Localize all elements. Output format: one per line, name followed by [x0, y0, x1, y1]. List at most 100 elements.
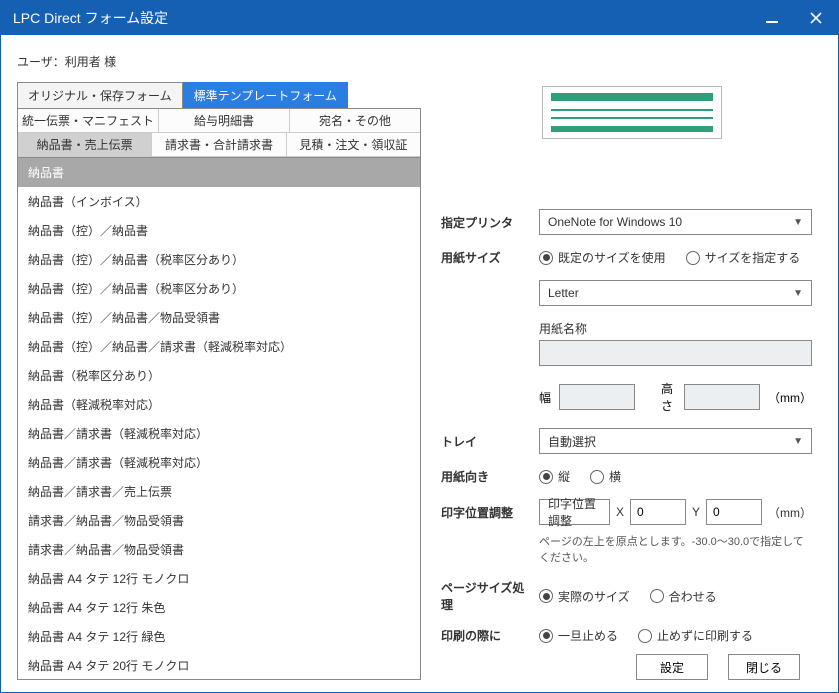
minimize-button[interactable]: [750, 1, 794, 35]
close-button[interactable]: [794, 1, 838, 35]
chevron-down-icon: ▼: [793, 436, 803, 447]
paper-select-value: Letter: [548, 286, 579, 300]
paper-size-mode-option-label: 既定のサイズを使用: [558, 249, 666, 266]
list-item[interactable]: 請求書／納品書／物品受領書: [18, 535, 420, 564]
list-item[interactable]: 納品書（控）／納品書: [18, 216, 420, 245]
paper-size-mode-group: 既定のサイズを使用 サイズを指定する: [539, 249, 812, 266]
unit-mm: （mm）: [768, 389, 812, 406]
radio-icon: [539, 589, 553, 603]
list-item[interactable]: 納品書（控）／納品書（税率区分あり）: [18, 274, 420, 303]
window-title: LPC Direct フォーム設定: [13, 8, 750, 28]
tray-label: トレイ: [441, 433, 529, 450]
settings-fields: 指定プリンタ OneNote for Windows 10 ▼ 用紙サイズ 既定…: [441, 209, 822, 644]
content-area: ユーザ：利用者 様 オリジナル・保存フォーム標準テンプレートフォーム 統一伝票・…: [1, 35, 838, 692]
list-item[interactable]: 納品書 A4 タテ 20行 モノクロ: [18, 651, 420, 680]
y-label: Y: [692, 505, 700, 519]
print-adjust-row: 印字位置調整 印字位置調整 X Y （mm）: [441, 499, 812, 525]
list-item[interactable]: 納品書: [18, 158, 420, 187]
user-label: ユーザ：利用者 様: [17, 53, 822, 70]
list-item[interactable]: 納品書（控）／納品書／物品受領書: [18, 303, 420, 332]
paper-size-row: 用紙サイズ 既定のサイズを使用 サイズを指定する: [441, 249, 812, 266]
page-size-label: ページサイズ処理: [441, 579, 529, 613]
radio-icon: [650, 589, 664, 603]
paper-name-label: 用紙名称: [539, 320, 812, 337]
tray-value: 自動選択: [548, 433, 596, 450]
orientation-label: 用紙向き: [441, 468, 529, 485]
tray-row: トレイ 自動選択 ▼: [441, 428, 812, 454]
page-size-option-label: 合わせる: [669, 588, 717, 605]
page-size-option[interactable]: 実際のサイズ: [539, 588, 630, 605]
page-size-option-label: 実際のサイズ: [558, 588, 630, 605]
print-adjust-button[interactable]: 印字位置調整: [539, 499, 610, 525]
main-tabs: オリジナル・保存フォーム標準テンプレートフォーム: [17, 82, 421, 108]
xy-unit: （mm）: [768, 504, 812, 521]
sub-tabs: 統一伝票・マニフェスト給与明細書宛名・その他納品書・売上伝票請求書・合計請求書見…: [17, 108, 421, 157]
list-item[interactable]: 請求書／納品書／物品受領書: [18, 506, 420, 535]
orientation-option-label: 縦: [558, 468, 570, 485]
width-input[interactable]: [559, 384, 635, 410]
printer-label: 指定プリンタ: [441, 214, 529, 231]
paper-size-mode-option[interactable]: 既定のサイズを使用: [539, 249, 666, 266]
orientation-option-label: 横: [609, 468, 621, 485]
chevron-down-icon: ▼: [793, 217, 803, 228]
list-item[interactable]: 納品書／請求書（軽減税率対応）: [18, 419, 420, 448]
page-size-group: 実際のサイズ 合わせる: [539, 588, 812, 605]
tray-select[interactable]: 自動選択 ▼: [539, 428, 812, 454]
radio-icon: [590, 470, 604, 484]
right-column: 指定プリンタ OneNote for Windows 10 ▼ 用紙サイズ 既定…: [441, 82, 822, 680]
close-icon: [810, 12, 822, 24]
sub-tab[interactable]: 宛名・その他: [290, 109, 420, 133]
height-input[interactable]: [684, 384, 760, 410]
apply-button[interactable]: 設定: [636, 654, 708, 680]
paper-select[interactable]: Letter ▼: [539, 280, 812, 306]
main-tab[interactable]: 標準テンプレートフォーム: [183, 82, 348, 108]
on-print-option[interactable]: 一旦止める: [539, 627, 618, 644]
paper-size-mode-option[interactable]: サイズを指定する: [686, 249, 801, 266]
x-input[interactable]: [630, 499, 686, 525]
page-size-row: ページサイズ処理 実際のサイズ 合わせる: [441, 579, 812, 613]
printer-value: OneNote for Windows 10: [548, 215, 682, 229]
orientation-option[interactable]: 横: [590, 468, 621, 485]
titlebar: LPC Direct フォーム設定: [1, 1, 838, 35]
footer-buttons: 設定 閉じる: [441, 644, 822, 680]
list-item[interactable]: 納品書（控）／納品書／請求書（軽減税率対応）: [18, 332, 420, 361]
on-print-group: 一旦止める 止めずに印刷する: [539, 627, 812, 644]
list-item[interactable]: 納品書／請求書（軽減税率対応）: [18, 448, 420, 477]
form-list[interactable]: 納品書納品書（インボイス）納品書（控）／納品書納品書（控）／納品書（税率区分あり…: [17, 157, 421, 680]
y-input[interactable]: [706, 499, 762, 525]
list-item[interactable]: 納品書（税率区分あり）: [18, 361, 420, 390]
on-print-label: 印刷の際に: [441, 627, 529, 644]
list-item[interactable]: 納品書／請求書／売上伝票: [18, 477, 420, 506]
close-button-footer[interactable]: 閉じる: [728, 654, 800, 680]
list-item[interactable]: 納品書 A4 タテ 12行 緑色: [18, 622, 420, 651]
main-tab[interactable]: オリジナル・保存フォーム: [17, 82, 183, 108]
minimize-icon: [766, 12, 778, 24]
orientation-group: 縦横: [539, 468, 812, 485]
paper-name-input[interactable]: [539, 340, 812, 366]
sub-tab[interactable]: 請求書・合計請求書: [152, 133, 286, 157]
print-adjust-note: ページの左上を原点とします。-30.0～30.0で指定してください。: [539, 533, 812, 565]
paper-size-mode-option-label: サイズを指定する: [705, 249, 801, 266]
sub-tab[interactable]: 見積・注文・領収証: [287, 133, 420, 157]
x-label: X: [616, 505, 624, 519]
radio-icon: [539, 470, 553, 484]
list-item[interactable]: 納品書 A4 タテ 12行 朱色: [18, 593, 420, 622]
width-label: 幅: [539, 389, 551, 406]
list-item[interactable]: 納品書（軽減税率対応）: [18, 390, 420, 419]
main-area: オリジナル・保存フォーム標準テンプレートフォーム 統一伝票・マニフェスト給与明細…: [17, 82, 822, 680]
list-item[interactable]: 納品書（インボイス）: [18, 187, 420, 216]
sub-tab[interactable]: 統一伝票・マニフェスト: [18, 109, 159, 133]
on-print-option-label: 止めずに印刷する: [657, 627, 753, 644]
sub-tab[interactable]: 給与明細書: [159, 109, 290, 133]
sub-tab[interactable]: 納品書・売上伝票: [18, 133, 152, 157]
orientation-option[interactable]: 縦: [539, 468, 570, 485]
radio-icon: [539, 251, 553, 265]
paper-size-label: 用紙サイズ: [441, 249, 529, 266]
on-print-option[interactable]: 止めずに印刷する: [638, 627, 753, 644]
list-item[interactable]: 納品書 A4 タテ 12行 モノクロ: [18, 564, 420, 593]
print-adjust-label: 印字位置調整: [441, 504, 529, 521]
height-label: 高さ: [661, 380, 676, 414]
page-size-option[interactable]: 合わせる: [650, 588, 717, 605]
list-item[interactable]: 納品書（控）／納品書（税率区分あり）: [18, 245, 420, 274]
printer-select[interactable]: OneNote for Windows 10 ▼: [539, 209, 812, 235]
